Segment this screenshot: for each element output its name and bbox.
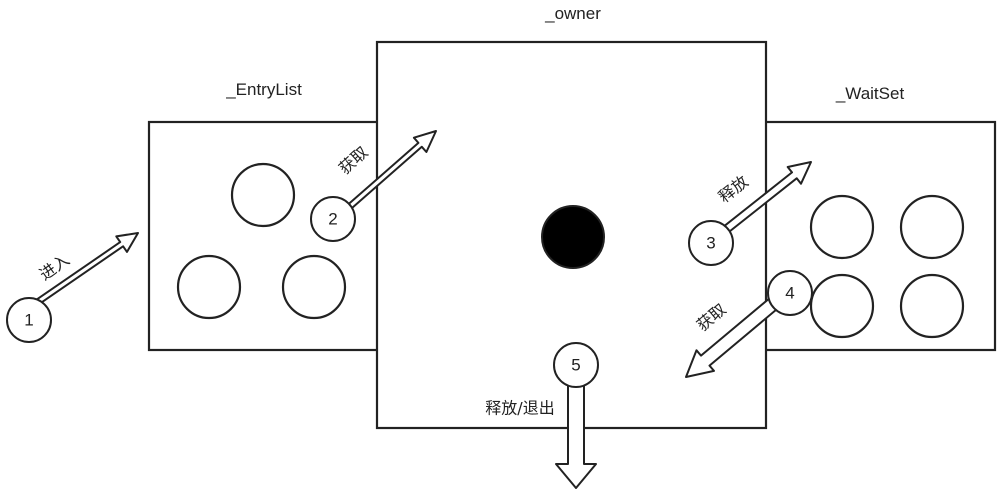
step-badge-5: 5 [553,342,599,388]
step-label-release-exit: 释放/退出 [485,399,554,418]
step-badge-4: 4 [767,270,813,316]
step-badge-1: 1 [6,297,52,343]
entry-list-thread [281,254,347,320]
wait-set-thread [809,194,875,260]
step-number: 2 [328,209,337,228]
owner-label: _owner [544,4,601,23]
wait-set-thread [809,273,875,339]
entry-list-label: _EntryList [225,80,302,99]
step-number: 4 [785,283,794,302]
step-badge-3: 3 [688,220,734,266]
entry-list-thread [176,254,242,320]
step-badge-2: 2 [310,196,356,242]
step-number: 3 [706,233,715,252]
wait-set-label: _WaitSet [835,84,905,103]
arrow-enter [21,232,139,315]
owner-thread [541,205,605,269]
wait-set-thread [899,273,965,339]
step-number: 1 [24,310,33,329]
step-number: 5 [571,355,580,374]
wait-set-thread [899,194,965,260]
entry-list-thread [230,162,296,228]
